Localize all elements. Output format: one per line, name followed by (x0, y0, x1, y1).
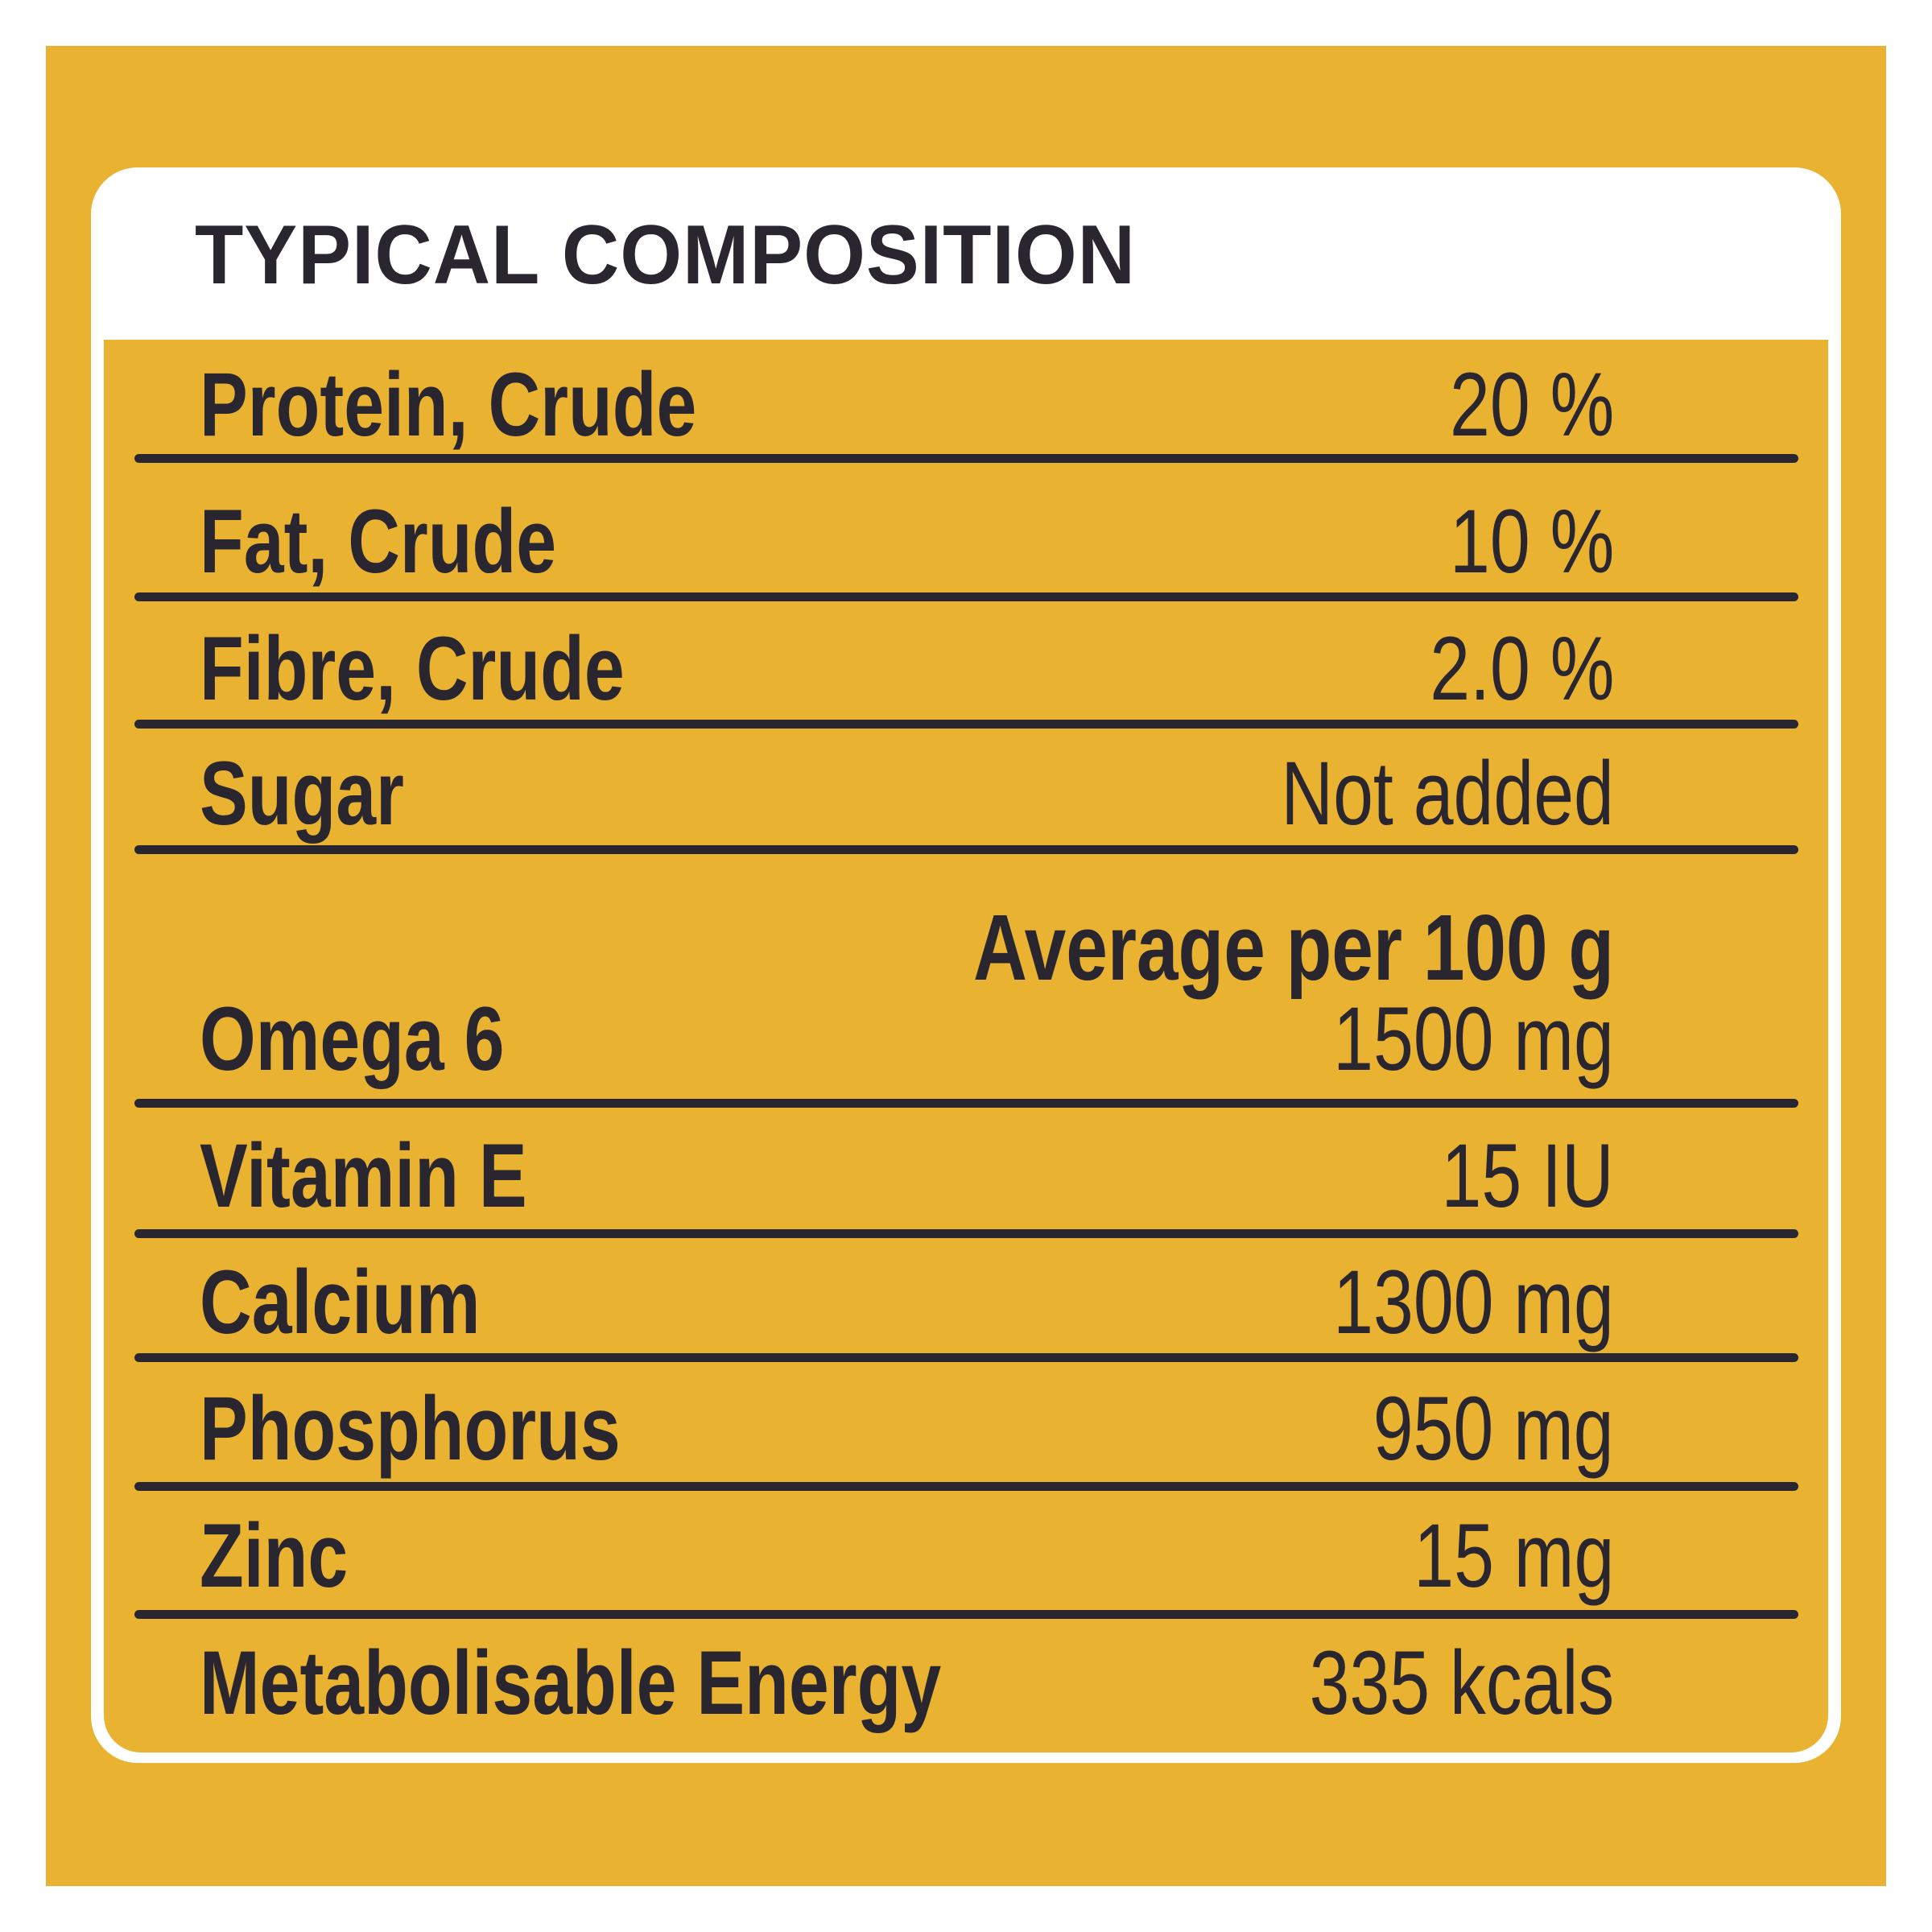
row-separator (134, 1482, 1798, 1491)
table-row-phosphorus: Phosphorus 950 mg (104, 1384, 1828, 1480)
row-label: Metabolisable Energy (200, 1633, 942, 1733)
label-board: TYPICAL COMPOSITION Protein, Crude 20 % … (46, 46, 1886, 1886)
row-label: Fat, Crude (200, 491, 557, 592)
table-row-vitamin-e: Vitamin E 15 IU (104, 1131, 1828, 1228)
row-separator (134, 1229, 1798, 1238)
row-value: 20 % (1449, 354, 1614, 455)
per-100g-header: Average per 100 g (972, 895, 1614, 1000)
row-label: Calcium (200, 1252, 481, 1352)
panel-title: TYPICAL COMPOSITION (195, 208, 1136, 302)
row-separator (134, 720, 1798, 729)
row-value: Not added (1281, 743, 1614, 844)
row-value: 15 mg (1413, 1505, 1614, 1606)
table-row-metabolisable-energy: Metabolisable Energy 335 kcals (104, 1638, 1828, 1735)
row-value: 2.0 % (1429, 618, 1614, 719)
row-value: 1500 mg (1333, 989, 1614, 1089)
table-row-fat: Fat, Crude 10 % (104, 497, 1828, 593)
row-separator (134, 1353, 1798, 1362)
row-value: 950 mg (1373, 1378, 1614, 1479)
row-label: Zinc (200, 1505, 349, 1606)
row-label: Omega 6 (200, 989, 505, 1089)
row-value: 1300 mg (1333, 1252, 1614, 1352)
table-row-protein: Protein, Crude 20 % (104, 360, 1828, 456)
composition-panel: TYPICAL COMPOSITION Protein, Crude 20 % … (91, 167, 1841, 1763)
table-row-omega6: Omega 6 1500 mg (104, 994, 1828, 1091)
table-row-fibre: Fibre, Crude 2.0 % (104, 624, 1828, 720)
row-separator (134, 1099, 1798, 1108)
row-separator (134, 1610, 1798, 1619)
row-value: 10 % (1449, 491, 1614, 592)
row-separator (134, 845, 1798, 854)
table-row-calcium: Calcium 1300 mg (104, 1257, 1828, 1354)
row-value: 335 kcals (1309, 1633, 1614, 1733)
row-label: Phosphorus (200, 1378, 621, 1479)
row-value: 15 IU (1441, 1125, 1614, 1226)
row-label: Fibre, Crude (200, 618, 625, 719)
row-separator (134, 592, 1798, 601)
table-row-sugar: Sugar Not added (104, 749, 1828, 845)
row-separator (134, 454, 1798, 463)
table-row-zinc: Zinc 15 mg (104, 1511, 1828, 1608)
row-label: Sugar (200, 743, 404, 844)
row-label: Protein, Crude (200, 354, 697, 455)
composition-table: Protein, Crude 20 % Fat, Crude 10 % Fibr… (104, 340, 1828, 1752)
row-label: Vitamin E (200, 1125, 527, 1226)
